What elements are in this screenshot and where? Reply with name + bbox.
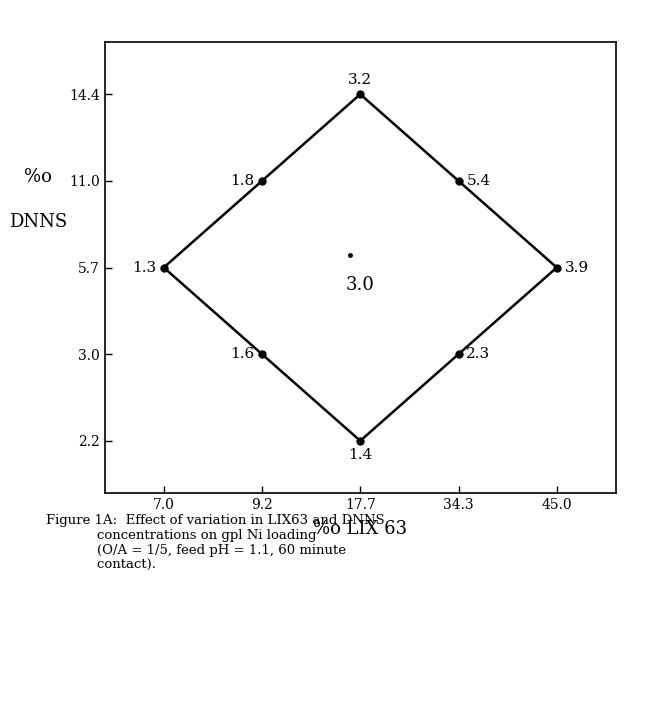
Text: 3.9: 3.9 [565,260,589,275]
Text: 3.2: 3.2 [348,73,372,87]
Text: 5.4: 5.4 [466,174,491,188]
Text: 2.3: 2.3 [466,347,491,361]
Text: 1.6: 1.6 [230,347,254,361]
Text: %o: %o [24,168,52,187]
Text: 1.3: 1.3 [132,260,156,275]
Text: DNNS: DNNS [9,213,67,232]
Text: 1.8: 1.8 [230,174,254,188]
Text: Figure 1A:  Effect of variation in LIX63 and DNNS
            concentrations on : Figure 1A: Effect of variation in LIX63 … [46,514,384,572]
Text: 1.4: 1.4 [348,448,373,462]
X-axis label: %o LIX 63: %o LIX 63 [313,520,407,538]
Text: 3.0: 3.0 [346,276,375,294]
